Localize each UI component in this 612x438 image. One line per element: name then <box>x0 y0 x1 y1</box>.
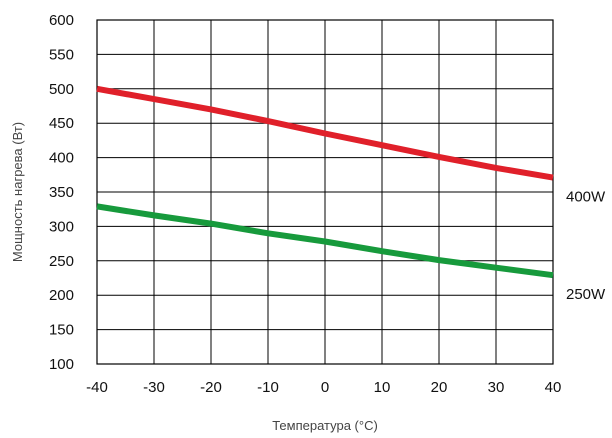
x-tick-label: 20 <box>431 379 448 396</box>
y-tick-label: 350 <box>49 184 74 201</box>
x-tick-label: -20 <box>200 379 222 396</box>
x-tick-label: -30 <box>143 379 165 396</box>
x-tick-label: -40 <box>86 379 108 396</box>
series-labels: 400W 250W <box>566 189 606 304</box>
y-tick-label: 500 <box>49 81 74 98</box>
y-tick-label: 250 <box>49 253 74 270</box>
chart-series <box>96 85 554 279</box>
y-axis-label: Мощность нагрева (Вт) <box>10 122 25 262</box>
y-tick-label: 450 <box>49 115 74 132</box>
plot-area-border <box>96 19 554 365</box>
y-tick-label: 150 <box>49 322 74 339</box>
x-tick-label: -10 <box>257 379 279 396</box>
x-tick-label: 40 <box>545 379 562 396</box>
series-label-400w: 400W <box>566 189 606 206</box>
x-tick-label: 0 <box>321 379 329 396</box>
x-tick-label: 30 <box>488 379 505 396</box>
chart-grid <box>96 19 554 365</box>
y-tick-label: 600 <box>49 12 74 29</box>
series-label-250w: 250W <box>566 286 606 303</box>
y-tick-label: 300 <box>49 218 74 235</box>
x-tick-label: 10 <box>374 379 391 396</box>
y-tick-label: 100 <box>49 356 74 373</box>
x-axis-label: Температура (°C) <box>272 418 378 433</box>
y-tick-label: 400 <box>49 150 74 167</box>
y-tick-label: 200 <box>49 287 74 304</box>
chart-ticks: -40 -30 -20 -10 0 10 20 30 40 100 150 200 250 300 350 4… <box>49 12 561 396</box>
y-tick-label: 550 <box>49 46 74 63</box>
